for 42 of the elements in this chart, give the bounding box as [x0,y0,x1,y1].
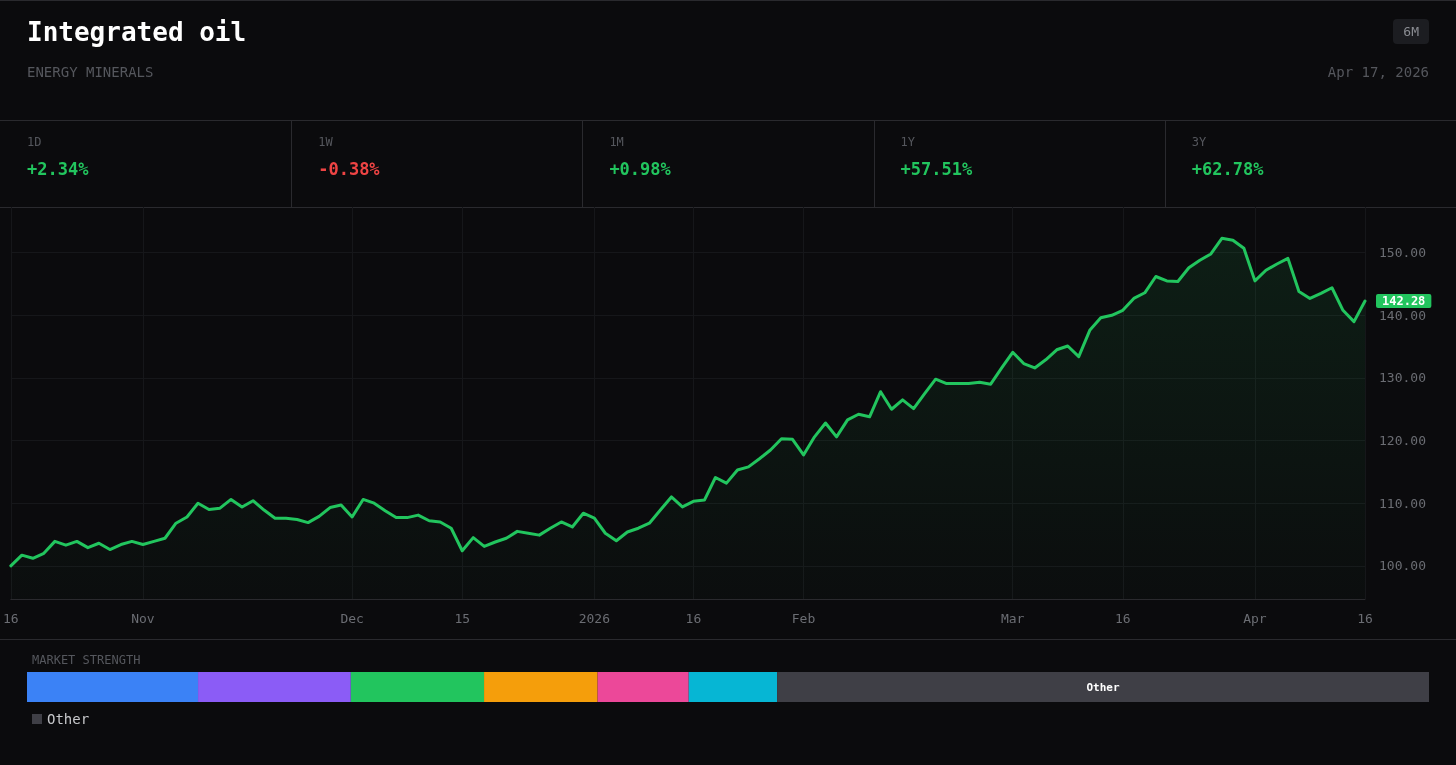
bar [484,672,598,702]
y-tick-label: 150.00 [1379,245,1426,261]
chart-title: Integrated oil [27,17,247,47]
text: +0.98% [609,159,671,179]
x-tick-label: Apr [1243,611,1267,626]
bar [27,672,199,702]
legend-label: Other [47,711,90,727]
text: +57.51% [900,159,973,179]
text: -0.38% [318,159,380,179]
x-tick-label: 15 [454,611,471,626]
x-tick-label: 2026 [578,611,610,626]
bar [777,672,1429,702]
x-tick-label: 16 [3,611,19,626]
x-tick-label: Nov [131,611,155,626]
bar [350,672,485,702]
chart-title: MARKET STRENGTH [32,653,141,667]
category-label: 1D [27,135,43,149]
y-tick-label: 110.00 [1379,495,1426,511]
text: +2.34% [27,159,89,179]
bar [597,672,689,702]
text: +62.78% [1191,159,1264,179]
y-tick-label: 120.00 [1379,433,1426,449]
category-label: 1Y [900,135,916,149]
x-tick-label: Dec [340,611,364,626]
chart-subtitle: ENERGY MINERALS [27,64,154,80]
text: Apr 17, 2026 [1327,64,1429,80]
text: 6M [1393,19,1429,44]
bar [198,672,351,702]
x-tick-label: 16 [1357,611,1373,626]
y-tick-label: 130.00 [1379,370,1426,386]
x-tick-label: 16 [685,611,702,626]
data-label: 142.28 [1382,294,1426,309]
x-tick-label: Feb [791,611,816,626]
y-tick-label: 140.00 [1379,307,1426,323]
x-tick-label: 16 [1114,611,1131,626]
bar [688,672,778,702]
category-label: 1W [318,135,334,149]
category-label: 1M [609,135,625,149]
text: Other [1086,680,1120,694]
x-tick-label: Mar [1000,611,1025,626]
category-label: 3Y [1191,135,1208,149]
y-tick-label: 100.00 [1379,558,1426,574]
